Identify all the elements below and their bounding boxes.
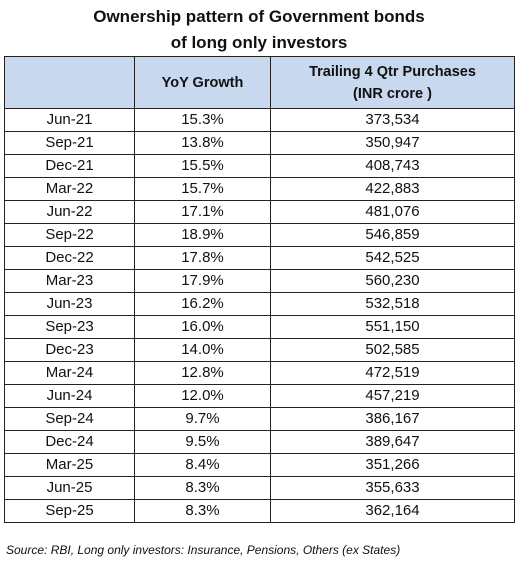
cell-trailing-purchases: 542,525 (270, 246, 515, 270)
table-row: Mar-22 15.7% 422,883 (4, 177, 515, 201)
cell-yoy-growth: 17.9% (134, 269, 271, 293)
cell-trailing-purchases: 350,947 (270, 131, 515, 155)
table-row: Sep-24 9.7% 386,167 (4, 407, 515, 431)
cell-trailing-purchases: 422,883 (270, 177, 515, 201)
table-row: Jun-24 12.0% 457,219 (4, 384, 515, 408)
cell-trailing-purchases: 472,519 (270, 361, 515, 385)
header-trailing-line-2: (INR crore ) (353, 85, 432, 102)
table-row: Mar-24 12.8% 472,519 (4, 361, 515, 385)
cell-date: Jun-23 (4, 292, 135, 316)
cell-date: Dec-22 (4, 246, 135, 270)
cell-date: Sep-21 (4, 131, 135, 155)
table-row: Jun-23 16.2% 532,518 (4, 292, 515, 316)
cell-yoy-growth: 17.8% (134, 246, 271, 270)
cell-date: Jun-25 (4, 476, 135, 500)
table-row: Sep-25 8.3% 362,164 (4, 499, 515, 523)
cell-yoy-growth: 14.0% (134, 338, 271, 362)
cell-yoy-growth: 13.8% (134, 131, 271, 155)
cell-trailing-purchases: 546,859 (270, 223, 515, 247)
cell-trailing-purchases: 408,743 (270, 154, 515, 178)
cell-date: Mar-23 (4, 269, 135, 293)
cell-yoy-growth: 8.3% (134, 499, 271, 523)
cell-yoy-growth: 8.3% (134, 476, 271, 500)
cell-yoy-growth: 17.1% (134, 200, 271, 224)
cell-trailing-purchases: 389,647 (270, 430, 515, 454)
table-row: Sep-22 18.9% 546,859 (4, 223, 515, 247)
header-trailing-purchases: Trailing 4 Qtr Purchases (INR crore ) (270, 56, 515, 109)
table-row: Mar-25 8.4% 351,266 (4, 453, 515, 477)
cell-date: Jun-21 (4, 108, 135, 132)
cell-trailing-purchases: 351,266 (270, 453, 515, 477)
cell-yoy-growth: 15.3% (134, 108, 271, 132)
cell-trailing-purchases: 481,076 (270, 200, 515, 224)
header-date (4, 56, 135, 109)
cell-trailing-purchases: 373,534 (270, 108, 515, 132)
cell-date: Mar-24 (4, 361, 135, 385)
cell-trailing-purchases: 457,219 (270, 384, 515, 408)
table-row: Mar-23 17.9% 560,230 (4, 269, 515, 293)
cell-date: Dec-24 (4, 430, 135, 454)
cell-date: Sep-24 (4, 407, 135, 431)
table-row: Dec-22 17.8% 542,525 (4, 246, 515, 270)
cell-trailing-purchases: 551,150 (270, 315, 515, 339)
cell-yoy-growth: 18.9% (134, 223, 271, 247)
cell-yoy-growth: 12.0% (134, 384, 271, 408)
header-yoy-growth: YoY Growth (134, 56, 271, 109)
cell-yoy-growth: 9.5% (134, 430, 271, 454)
table-row: Jun-22 17.1% 481,076 (4, 200, 515, 224)
chart-title: Ownership pattern of Government bonds of… (0, 4, 518, 56)
title-line-2: of long only investors (170, 33, 348, 52)
cell-yoy-growth: 8.4% (134, 453, 271, 477)
header-trailing-line-1: Trailing 4 Qtr Purchases (309, 63, 476, 80)
source-note: Source: RBI, Long only investors: Insura… (6, 543, 401, 557)
cell-trailing-purchases: 386,167 (270, 407, 515, 431)
cell-date: Jun-22 (4, 200, 135, 224)
cell-date: Mar-25 (4, 453, 135, 477)
cell-yoy-growth: 16.2% (134, 292, 271, 316)
cell-trailing-purchases: 502,585 (270, 338, 515, 362)
table-row: Dec-23 14.0% 502,585 (4, 338, 515, 362)
cell-date: Sep-22 (4, 223, 135, 247)
table-row: Jun-25 8.3% 355,633 (4, 476, 515, 500)
cell-trailing-purchases: 362,164 (270, 499, 515, 523)
cell-date: Jun-24 (4, 384, 135, 408)
table-row: Sep-23 16.0% 551,150 (4, 315, 515, 339)
title-line-1: Ownership pattern of Government bonds (93, 7, 425, 26)
cell-date: Mar-22 (4, 177, 135, 201)
cell-date: Sep-25 (4, 499, 135, 523)
header-row: YoY Growth Trailing 4 Qtr Purchases (INR… (4, 56, 515, 109)
table-row: Dec-24 9.5% 389,647 (4, 430, 515, 454)
cell-date: Sep-23 (4, 315, 135, 339)
table-body: Jun-21 15.3% 373,534 Sep-21 13.8% 350,947 Dec-… (4, 108, 515, 523)
cell-date: Dec-23 (4, 338, 135, 362)
cell-date: Dec-21 (4, 154, 135, 178)
table-row: Sep-21 13.8% 350,947 (4, 131, 515, 155)
table-row: Dec-21 15.5% 408,743 (4, 154, 515, 178)
cell-trailing-purchases: 355,633 (270, 476, 515, 500)
cell-yoy-growth: 16.0% (134, 315, 271, 339)
table-row: Jun-21 15.3% 373,534 (4, 108, 515, 132)
cell-yoy-growth: 9.7% (134, 407, 271, 431)
cell-yoy-growth: 15.7% (134, 177, 271, 201)
data-table: YoY Growth Trailing 4 Qtr Purchases (INR… (4, 56, 515, 523)
cell-yoy-growth: 12.8% (134, 361, 271, 385)
cell-yoy-growth: 15.5% (134, 154, 271, 178)
cell-trailing-purchases: 532,518 (270, 292, 515, 316)
cell-trailing-purchases: 560,230 (270, 269, 515, 293)
